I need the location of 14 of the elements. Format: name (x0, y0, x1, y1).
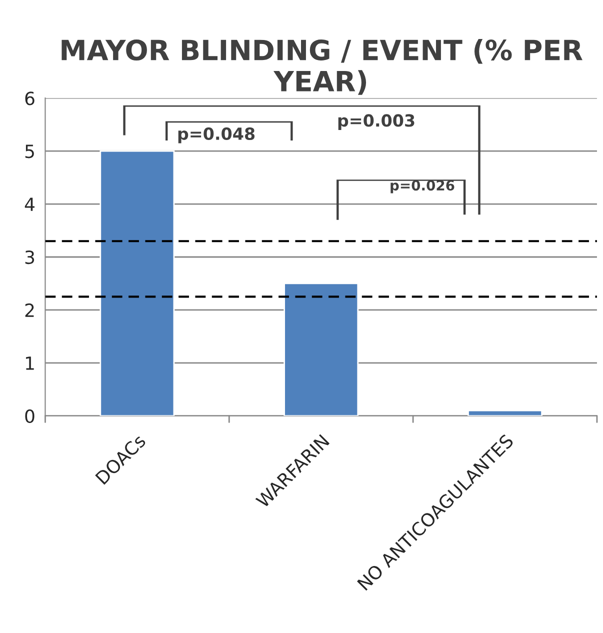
y-tick-label: 4 (24, 198, 34, 211)
annotation: p=0.026 (390, 180, 454, 194)
y-tick-label: 3 (25, 250, 34, 264)
y-tick-label: 0 (25, 409, 34, 423)
annotation: p=0.048 (178, 127, 255, 144)
y-tick-label: 6 (25, 92, 34, 106)
y-tick-label: 2 (25, 303, 34, 317)
bar (284, 282, 359, 416)
y-tick-label: 1 (26, 356, 34, 370)
bar (100, 150, 175, 416)
chart-title: MAYOR BLINDING / EVENT (% PER YEAR) (62, 39, 582, 95)
bar (468, 410, 542, 416)
y-tick-label: 5 (25, 144, 34, 158)
annotation: p=0.003 (338, 114, 414, 130)
